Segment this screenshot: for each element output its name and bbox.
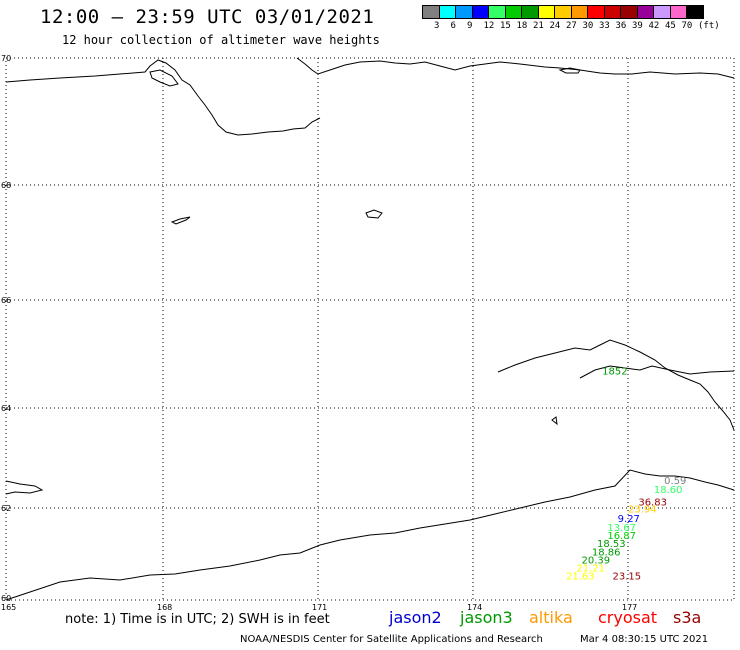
legend-label: 30 xyxy=(582,21,594,31)
legend-swatch xyxy=(504,5,522,19)
legend-label: 9 xyxy=(467,21,473,31)
lon-label: 168 xyxy=(157,603,172,612)
legend-label: 70 xyxy=(681,21,693,31)
coastline-anadyr xyxy=(497,339,735,431)
legend-swatch xyxy=(438,5,456,19)
lon-label: 177 xyxy=(622,603,637,612)
graticule xyxy=(5,57,735,601)
legend-swatch xyxy=(570,5,588,19)
legend-label: 21 xyxy=(533,21,544,31)
coastline-north xyxy=(5,57,735,136)
longitude-labels: 165 168 171 174 177 xyxy=(1,603,637,612)
legend-swatch xyxy=(669,5,687,19)
island-small-3 xyxy=(170,216,191,225)
lon-label: 174 xyxy=(467,603,482,612)
footer-credit: NOAA/NESDIS Center for Satellite Applica… xyxy=(240,634,543,645)
lat-label: 68 xyxy=(1,181,11,190)
wave-height-label: 13.67 xyxy=(607,523,636,534)
coastline-west-spit xyxy=(5,480,44,495)
wave-height-label: 21.21 xyxy=(576,563,605,574)
legend-label: 33 xyxy=(599,21,610,31)
legend-swatch xyxy=(537,5,555,19)
footer: NOAA/NESDIS Center for Satellite Applica… xyxy=(240,634,708,645)
legend-label: 12 xyxy=(483,21,495,31)
legend-label: 6 xyxy=(450,21,456,31)
footer-timestamp: Mar 4 08:30:15 UTC 2021 xyxy=(580,634,709,645)
legend-swatch xyxy=(521,5,539,19)
legend-swatch xyxy=(471,5,489,19)
wave-height-label: 18.60 xyxy=(654,485,683,496)
color-scale-legend xyxy=(422,5,704,19)
satellite-cryosat: cryosat xyxy=(598,608,658,627)
wave-height-label: 18.86 xyxy=(592,547,621,558)
legend-label: 24 xyxy=(549,21,561,31)
legend-label: 39 xyxy=(632,21,643,31)
legend-label: 27 xyxy=(566,21,577,31)
legend-label: 36 xyxy=(615,21,627,31)
legend-label: 42 xyxy=(648,21,660,31)
page-title: 12:00 – 23:59 UTC 03/01/2021 xyxy=(40,6,375,28)
lat-label: 60 xyxy=(1,594,11,603)
satellite-altika: altika xyxy=(529,608,573,627)
legend-swatch xyxy=(554,5,572,19)
legend-label: 3 xyxy=(434,21,440,31)
legend-swatch xyxy=(686,5,704,19)
legend-swatch xyxy=(636,5,654,19)
legend-swatch xyxy=(620,5,638,19)
wave-height-label: 23.15 xyxy=(613,571,642,582)
coastline-koryak xyxy=(5,469,735,601)
wave-height-label: 23.94 xyxy=(628,505,657,516)
wave-height-label: 21.63 xyxy=(566,571,595,582)
map-frame xyxy=(5,57,735,601)
wave-height-label: 36.83 xyxy=(638,498,667,509)
lat-label: 70 xyxy=(1,54,11,63)
wave-height-label: 1852 xyxy=(602,367,627,378)
legend-swatch xyxy=(488,5,506,19)
satellite-jason3: jason3 xyxy=(460,608,513,627)
satellite-s3a: s3a xyxy=(673,608,702,627)
island-small-2 xyxy=(365,209,383,219)
legend-swatch xyxy=(455,5,473,19)
lat-label: 66 xyxy=(1,296,11,305)
legend-swatch xyxy=(587,5,605,19)
island-small-4 xyxy=(551,416,558,426)
lon-label: 165 xyxy=(1,603,16,612)
lat-label: 64 xyxy=(1,404,11,413)
latitude-labels: 70 68 66 64 62 60 xyxy=(1,54,11,603)
satellite-jason2: jason2 xyxy=(389,608,442,627)
coastline-anadyr-inner xyxy=(579,365,735,379)
coastline xyxy=(5,57,735,601)
island-small-1 xyxy=(558,67,581,74)
legend-label: (ft) xyxy=(698,21,720,31)
wave-height-observations: 18520.5918.6036.8323.949.2713.6716.8718.… xyxy=(566,367,686,583)
wave-height-label: 0.59 xyxy=(664,476,686,487)
lat-label: 62 xyxy=(1,504,11,513)
page-subtitle: 12 hour collection of altimeter wave hei… xyxy=(62,33,380,47)
coastline-bay xyxy=(149,69,179,87)
wave-height-label: 20.39 xyxy=(582,556,611,567)
legend-label: 45 xyxy=(665,21,676,31)
wave-height-label: 9.27 xyxy=(618,514,640,525)
legend-label: 15 xyxy=(500,21,511,31)
wave-height-label: 16.87 xyxy=(607,531,636,542)
legend-label: 18 xyxy=(516,21,528,31)
legend-swatch xyxy=(653,5,671,19)
wave-height-label: 18.53 xyxy=(597,539,626,550)
footnote: note: 1) Time is in UTC; 2) SWH is in fe… xyxy=(65,612,330,627)
lon-label: 171 xyxy=(312,603,327,612)
legend-swatch xyxy=(603,5,621,19)
legend-swatch xyxy=(422,5,440,19)
